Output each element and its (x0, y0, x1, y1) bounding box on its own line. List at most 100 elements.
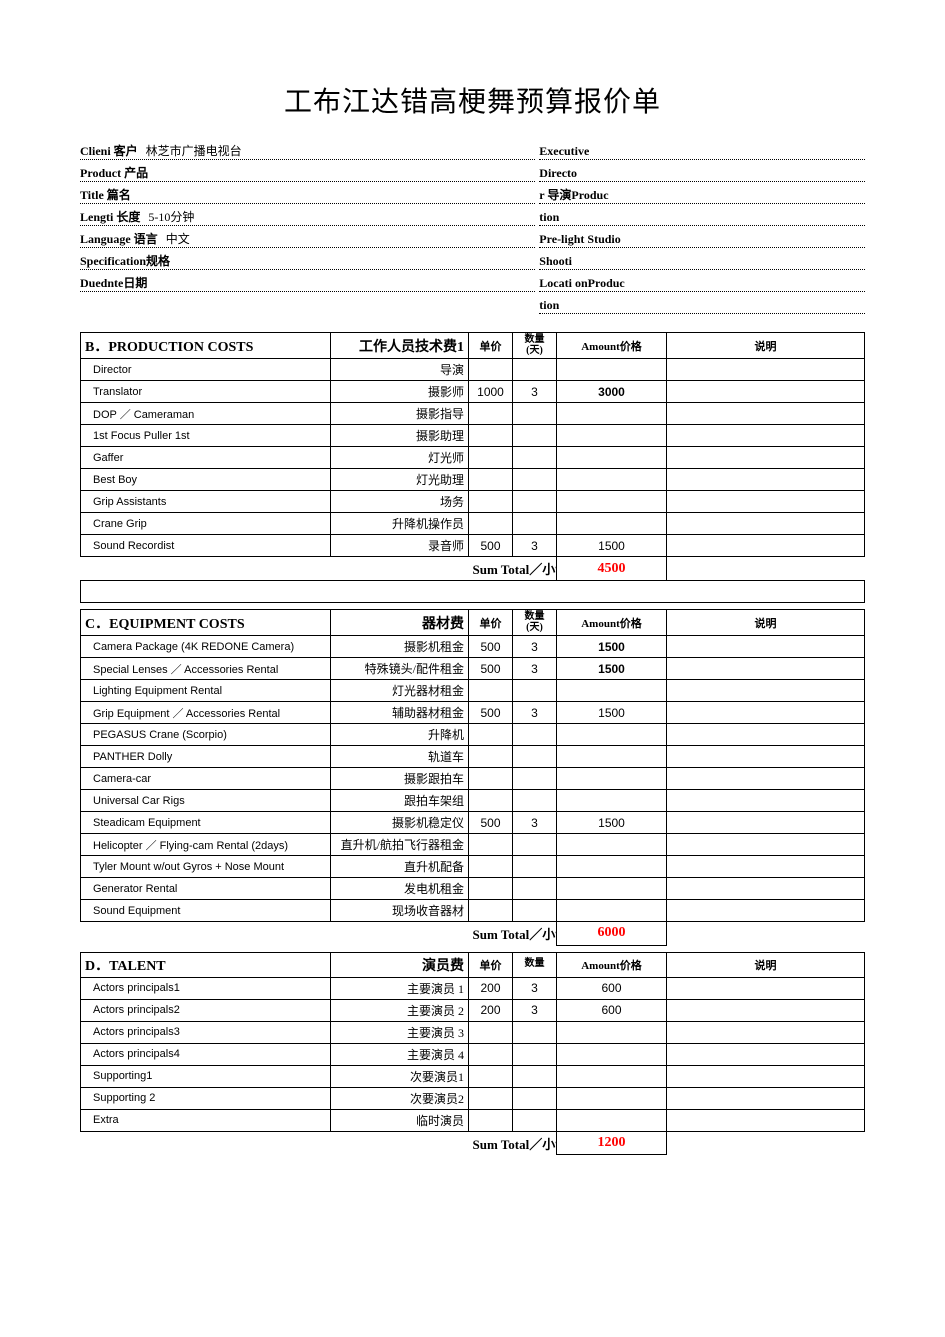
cell-cn: 特殊镜头/配件租金 (331, 658, 469, 680)
subtotal-amount: 6000 (557, 922, 667, 946)
cell-en: DOP ／ Cameraman (81, 403, 331, 425)
cell-note (667, 535, 865, 557)
col-unit: 单价 (469, 952, 513, 977)
subtotal-row: Sum Total／小计4500 (81, 557, 865, 581)
header-label: Specification规格 (80, 252, 176, 269)
right-header-row: tion (539, 204, 865, 226)
cell-amount (557, 491, 667, 513)
table-row: Actors principals1主要演员 12003600 (81, 977, 865, 999)
col-amount: Amount价格 (557, 952, 667, 977)
cell-unit (469, 513, 513, 535)
cell-en: 1st Focus Puller 1st (81, 425, 331, 447)
cell-qty: 3 (513, 535, 557, 557)
header-label: tion (539, 298, 565, 313)
cell-unit: 1000 (469, 381, 513, 403)
header-label: Executive (539, 144, 595, 159)
header-label: Locati onProduc (539, 276, 630, 291)
cell-en: Sound Recordist (81, 535, 331, 557)
cell-en: Tyler Mount w/out Gyros + Nose Mount (81, 856, 331, 878)
header-left: Clieni 客户林芝市广播电视台Product 产品Title 篇名Lengt… (80, 138, 535, 314)
cell-en: Special Lenses ／ Accessories Rental (81, 658, 331, 680)
cell-cn: 摄影助理 (331, 425, 469, 447)
cost-sections: B．PRODUCTION COSTS工作人员技术费1单价数量(天)Amount价… (80, 332, 865, 1155)
cell-en: Sound Equipment (81, 900, 331, 922)
cell-cn: 升降机 (331, 724, 469, 746)
cell-en: Lighting Equipment Rental (81, 680, 331, 702)
cell-note (667, 636, 865, 658)
section-title-en: C．EQUIPMENT COSTS (81, 610, 331, 636)
cell-qty: 3 (513, 658, 557, 680)
cell-qty: 3 (513, 702, 557, 724)
cell-qty (513, 1021, 557, 1043)
cell-unit (469, 447, 513, 469)
cell-unit (469, 469, 513, 491)
right-header-row: tion (539, 292, 865, 314)
cell-en: Generator Rental (81, 878, 331, 900)
cell-cn: 跟拍车架组 (331, 790, 469, 812)
cell-en: Camera Package (4K REDONE Camera) (81, 636, 331, 658)
cell-cn: 摄影机租金 (331, 636, 469, 658)
cell-en: Gaffer (81, 447, 331, 469)
cell-qty (513, 834, 557, 856)
section-title-en: D．TALENT (81, 952, 331, 977)
cell-en: Grip Equipment ／ Accessories Rental (81, 702, 331, 724)
cell-qty (513, 878, 557, 900)
table-row: Gaffer灯光师 (81, 447, 865, 469)
cell-qty (513, 1043, 557, 1065)
subtotal-amount: 1200 (557, 1131, 667, 1155)
cell-en: Crane Grip (81, 513, 331, 535)
cell-amount (557, 1087, 667, 1109)
table-row: PANTHER Dolly轨道车 (81, 746, 865, 768)
cell-note (667, 447, 865, 469)
cell-amount: 3000 (557, 381, 667, 403)
cell-qty (513, 469, 557, 491)
cell-amount: 1500 (557, 702, 667, 724)
cell-unit (469, 834, 513, 856)
cell-note (667, 768, 865, 790)
header-label: Duednte日期 (80, 274, 153, 291)
cell-qty (513, 447, 557, 469)
cell-note (667, 513, 865, 535)
cell-unit (469, 1087, 513, 1109)
cell-qty (513, 513, 557, 535)
cell-cn: 摄影指导 (331, 403, 469, 425)
section-title-cn: 演员费 (331, 952, 469, 977)
right-header-row: Shooti (539, 248, 865, 270)
cell-cn: 主要演员 2 (331, 999, 469, 1021)
cell-cn: 灯光助理 (331, 469, 469, 491)
cell-cn: 摄影师 (331, 381, 469, 403)
header-label: tion (539, 210, 565, 225)
cell-amount (557, 834, 667, 856)
cell-amount: 600 (557, 999, 667, 1021)
page: 工布江达错高梗舞预算报价单 Clieni 客户林芝市广播电视台Product 产… (0, 0, 945, 1201)
col-note: 说明 (667, 333, 865, 359)
cell-unit: 500 (469, 812, 513, 834)
cell-amount (557, 768, 667, 790)
col-amount: Amount价格 (557, 333, 667, 359)
cell-amount (557, 790, 667, 812)
cell-cn: 摄影机稳定仪 (331, 812, 469, 834)
cell-unit: 200 (469, 999, 513, 1021)
cell-amount (557, 359, 667, 381)
table-row: Actors principals4主要演员 4 (81, 1043, 865, 1065)
cell-qty: 3 (513, 812, 557, 834)
cell-unit (469, 359, 513, 381)
cell-unit (469, 790, 513, 812)
cell-amount (557, 1109, 667, 1131)
table-row: Supporting1次要演员1 (81, 1065, 865, 1087)
cell-amount (557, 425, 667, 447)
cell-cn: 辅助器材租金 (331, 702, 469, 724)
table-row: 1st Focus Puller 1st摄影助理 (81, 425, 865, 447)
col-unit: 单价 (469, 333, 513, 359)
col-qty: 数量(天) (513, 333, 557, 359)
right-header-row: Directo (539, 160, 865, 182)
header-value: 5-10分钟 (146, 208, 194, 225)
cell-amount (557, 680, 667, 702)
cell-cn: 次要演员1 (331, 1065, 469, 1087)
cell-note (667, 1021, 865, 1043)
header-value: 中文 (164, 230, 190, 247)
cell-unit: 500 (469, 658, 513, 680)
subtotal-amount: 4500 (557, 557, 667, 581)
header-label: Pre-light Studio (539, 232, 626, 247)
cell-qty (513, 856, 557, 878)
